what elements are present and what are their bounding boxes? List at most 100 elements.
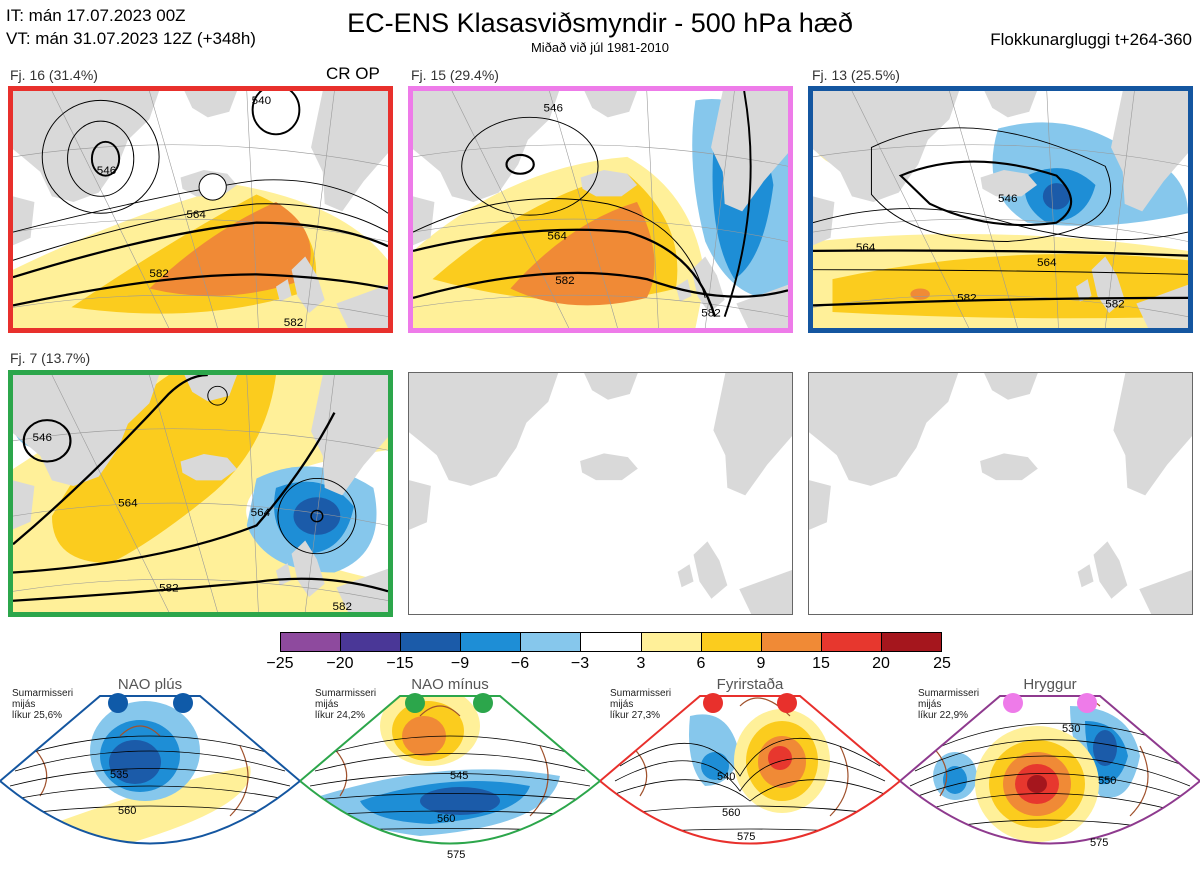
cluster-map-1-svg: 564 582 582 540 546 (13, 91, 388, 328)
colorbar-swatch (760, 633, 821, 651)
colorbar-tick: 25 (933, 655, 951, 672)
regime-frame (900, 695, 1200, 845)
colorbar-swatch (820, 633, 881, 651)
empty-map-5 (408, 372, 793, 615)
colorbar-ticks: −25 −20 −15 −9 −6 −3 3 6 9 15 20 25 (260, 655, 962, 675)
height-contour (9, 768, 291, 787)
anomaly-field (768, 746, 792, 770)
colorbar-tick: −25 (266, 655, 294, 672)
contour-label: 546 (544, 103, 563, 115)
regime-note-line: Sumarmisseri (315, 688, 377, 699)
contour-label: 564 (118, 498, 138, 510)
height-contour (207, 385, 228, 406)
regime-title: Fyrirstaða (716, 676, 784, 693)
height-contour (13, 375, 208, 546)
height-contour (90, 140, 121, 177)
colorbar-tick: 3 (636, 655, 646, 672)
anomaly-field (1042, 183, 1071, 210)
regime-note: Sumarmisseri mijás líkur 22,9% (918, 688, 979, 721)
regime-blocking: Fyrirstaða Sumarmisseri mijás líkur 27,3… (600, 676, 900, 871)
colorbar-swatch (460, 633, 521, 651)
colorbar-swatch (580, 633, 641, 651)
cluster-map-3-svg: 546 564 564 582 582 (813, 91, 1188, 328)
height-contour (13, 179, 388, 233)
contour-label: 560 (437, 813, 455, 825)
height-contour (914, 739, 1186, 772)
contour-label: 550 (1098, 775, 1116, 787)
colorbar-swatch (400, 633, 461, 651)
contour-label: 564 (547, 231, 567, 243)
regime-map-svg: 535 560 (0, 693, 300, 845)
height-contour (198, 173, 227, 201)
anomaly-field (910, 288, 930, 300)
height-contour (461, 116, 599, 216)
contour-label: 582 (149, 268, 168, 280)
valid-time: VT: mán 31.07.2023 12Z (+348h) (6, 29, 256, 48)
cluster-map-1: 564 582 582 540 546 (8, 86, 393, 333)
contour-label: 560 (118, 805, 136, 817)
regime-note: Sumarmisseri mijás líkur 24,2% (315, 688, 376, 721)
colorbar-tick: −9 (450, 655, 470, 672)
contour-label: 582 (1105, 298, 1124, 310)
height-contour (909, 755, 1191, 787)
height-contour (4, 785, 296, 802)
regime-note-line: mijás (12, 699, 36, 710)
contour-label: 582 (284, 317, 303, 328)
contour-label: 575 (1090, 837, 1108, 849)
height-contour (251, 91, 301, 136)
regime-note: Sumarmisseri mijás líkur 25,6% (12, 688, 73, 721)
height-contour (904, 793, 1196, 817)
height-contour (619, 738, 881, 777)
height-contour (898, 160, 1073, 227)
regime-note-line: mijás (315, 699, 339, 710)
cluster-map-2-svg: 546 564 582 582 (413, 91, 788, 328)
contour-label: 546 (998, 193, 1017, 205)
height-contour (314, 753, 586, 772)
colorbar-swatch (340, 633, 401, 651)
regime-dot (108, 693, 128, 713)
height-contour (413, 271, 788, 299)
height-contour (413, 228, 717, 318)
init-time: IT: mán 17.07.2023 00Z (6, 6, 186, 25)
regime-map-svg: 530 550 575 (900, 693, 1200, 849)
contour-label: 582 (957, 293, 976, 305)
regime-dot (1003, 693, 1023, 713)
regime-dot (473, 693, 493, 713)
colorbar-tick: 20 (872, 655, 890, 672)
regime-probability: líkur 22,9% (918, 710, 969, 721)
height-contour (13, 221, 388, 279)
cluster-map-4: 546 564 564 582 582 (8, 370, 393, 617)
height-contour (413, 198, 706, 299)
height-contour (41, 99, 160, 214)
height-contour (13, 273, 388, 307)
height-contour (310, 509, 324, 523)
cluster-label: Fj. 13 (25.5%) (812, 67, 900, 83)
contour-label: 582 (555, 275, 574, 287)
colorbar-tick: −15 (386, 655, 414, 672)
header-times: IT: mán 17.07.2023 00Z VT: mán 31.07.202… (6, 4, 256, 50)
contour-label: 564 (856, 242, 876, 254)
colorbar-swatch (880, 633, 942, 651)
colorbar-tick: 9 (756, 655, 766, 672)
height-contour (609, 779, 891, 802)
cluster-label: Fj. 7 (13.7%) (10, 350, 91, 366)
contour-label: 564 (1037, 257, 1057, 269)
regime-note-line: Sumarmisseri (918, 688, 980, 699)
contour-label: 582 (701, 308, 720, 320)
cluster-map-3: 546 564 564 582 582 (808, 86, 1193, 333)
regime-title: NAO plús (117, 676, 183, 693)
contour-label: 535 (110, 769, 128, 781)
height-contour (13, 412, 336, 574)
height-contour (505, 153, 535, 175)
contour-label: 540 (252, 95, 271, 107)
anomaly-field (510, 201, 655, 306)
colorbar-swatch (520, 633, 581, 651)
height-contour (813, 269, 1188, 275)
colorbar-tick: −3 (570, 655, 590, 672)
empty-map-6-svg (809, 373, 1192, 614)
contour-label: 530 (1062, 723, 1080, 735)
anomaly-field (149, 201, 311, 297)
regime-dot (173, 693, 193, 713)
height-contour (13, 203, 388, 261)
height-contour (870, 127, 1112, 242)
